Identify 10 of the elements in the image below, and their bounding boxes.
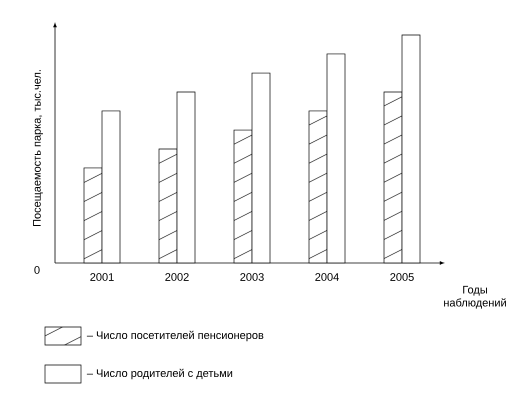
x-tick-label: 2002 [165, 273, 189, 281]
legend-label: – Число родителей с детьми [86, 368, 232, 380]
x-axis-title: Годы наблюдений [444, 286, 506, 309]
x-tick-label: 2001 [90, 273, 114, 281]
y-axis-title: Посещаемость парка, тыс.чел. [33, 70, 43, 226]
x-tick-label: 2005 [390, 273, 414, 281]
text: 0 [34, 266, 40, 274]
x-tick-label: 2003 [240, 273, 264, 281]
x-tick-label: 2004 [315, 273, 339, 281]
legend-label: – Число посетителей пенсионеров [86, 330, 264, 342]
